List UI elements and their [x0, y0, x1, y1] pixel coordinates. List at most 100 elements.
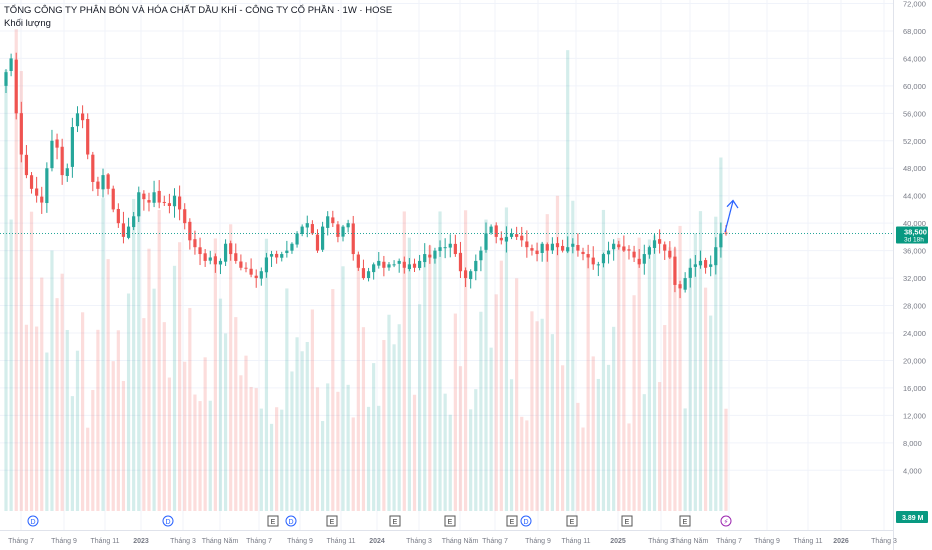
volume-bar — [652, 235, 657, 511]
event-marker-earnings[interactable]: E — [506, 515, 518, 527]
volume-indicator-label[interactable]: Khối lượng — [4, 18, 51, 29]
volume-bar — [300, 351, 304, 511]
candle-body — [698, 260, 703, 266]
candle-body — [111, 188, 115, 210]
candle-body — [397, 260, 401, 264]
time-tick-label: Tháng 9 — [51, 538, 77, 545]
price-tick-label: 48,000 — [903, 164, 926, 173]
volume-bar — [147, 248, 151, 511]
volume-bar — [106, 259, 110, 511]
candle-body — [504, 236, 509, 242]
earnings-icon — [621, 515, 633, 527]
event-marker-dividend[interactable]: D — [162, 515, 174, 527]
event-marker-dividend[interactable]: D — [285, 515, 297, 527]
candle-body — [377, 260, 381, 266]
dividend-label: D — [165, 519, 170, 526]
volume-bar — [126, 293, 131, 511]
event-marker-earnings[interactable]: E — [326, 515, 338, 527]
event-marker-dividend[interactable]: D — [520, 515, 532, 527]
volume-bar — [96, 329, 100, 511]
volume-bars — [4, 29, 728, 512]
time-tick-label: Tháng 3 — [406, 538, 432, 545]
candle-body — [172, 195, 177, 207]
volume-bar — [101, 198, 105, 512]
time-tick-label: Tháng 11 — [793, 538, 822, 545]
candle-body — [326, 216, 330, 228]
volume-bar — [280, 409, 284, 511]
event-marker-earnings[interactable]: E — [679, 515, 691, 527]
candle-body — [474, 260, 478, 272]
event-marker-split[interactable]: ⚡ — [720, 515, 732, 527]
time-tick-label: Tháng 7 — [246, 538, 272, 545]
candle-body — [683, 278, 687, 290]
volume-bar — [60, 273, 64, 511]
event-marker-earnings[interactable]: E — [267, 515, 279, 527]
volume-bar — [229, 224, 233, 511]
candle-body — [479, 250, 483, 261]
time-tick-label: Tháng Năm — [202, 538, 239, 545]
price-tick-label: 16,000 — [903, 384, 926, 393]
time-tick-label: 2026 — [833, 538, 849, 545]
candle-body — [642, 254, 646, 264]
volume-bar — [520, 416, 524, 511]
volume-bar — [433, 252, 437, 511]
volume-bar — [326, 383, 330, 511]
volume-bar — [290, 371, 294, 511]
volume-bar — [407, 237, 412, 511]
volume-bar — [474, 389, 478, 511]
price-tick-label: 24,000 — [903, 329, 926, 338]
candle-body — [60, 146, 64, 176]
candle-body — [489, 226, 493, 233]
candle-body — [663, 244, 667, 251]
volume-bar — [208, 400, 212, 511]
candle-body — [709, 264, 713, 267]
candle-body — [448, 243, 452, 248]
dividend-icon — [520, 515, 532, 527]
volume-bar — [438, 211, 442, 511]
event-marker-dividend[interactable]: D — [27, 515, 39, 527]
volume-bar — [499, 260, 503, 511]
candle-body — [167, 203, 172, 206]
volume-bar — [714, 216, 718, 512]
candle-body — [601, 254, 606, 264]
candle-body — [336, 224, 340, 237]
dividend-label: D — [288, 519, 293, 526]
candle-body — [40, 196, 44, 203]
volume-bar — [137, 213, 141, 511]
symbol-title: TỔNG CÔNG TY PHÂN BÓN VÀ HÓA CHẤT DẦU KH… — [4, 5, 393, 16]
earnings-icon — [267, 515, 279, 527]
price-tick-label: 44,000 — [903, 192, 926, 201]
volume-bar — [213, 238, 217, 512]
candle-body — [101, 175, 105, 190]
price-tick-label: 36,000 — [903, 247, 926, 256]
event-marker-earnings[interactable]: E — [389, 515, 401, 527]
time-tick-label: Tháng 3 — [648, 538, 674, 545]
candle-body — [239, 261, 243, 268]
event-marker-earnings[interactable]: E — [621, 515, 633, 527]
candle-body — [310, 224, 314, 234]
volume-bar — [377, 405, 381, 511]
price-tick-label: 20,000 — [903, 356, 926, 365]
volume-bar — [382, 340, 386, 511]
volume-bar — [285, 288, 289, 511]
candle-body — [300, 226, 304, 234]
volume-bar — [387, 314, 391, 511]
volume-bar — [581, 427, 585, 511]
candle-body — [331, 217, 335, 224]
volume-bar — [75, 350, 80, 511]
candle-body — [91, 154, 95, 182]
volume-bar — [668, 247, 672, 511]
volume-bar — [295, 337, 299, 511]
volume-bar — [402, 211, 406, 511]
price-tick-label: 68,000 — [903, 27, 926, 36]
volume-bar — [178, 242, 182, 511]
arrow-shaft — [724, 201, 734, 233]
time-tick-label: Tháng 9 — [754, 538, 780, 545]
event-marker-earnings[interactable]: E — [444, 515, 456, 527]
candle-body — [596, 264, 600, 266]
volume-bar — [693, 233, 697, 512]
event-marker-earnings[interactable]: E — [566, 515, 578, 527]
candle-body — [75, 113, 80, 127]
volume-bar — [142, 318, 146, 511]
